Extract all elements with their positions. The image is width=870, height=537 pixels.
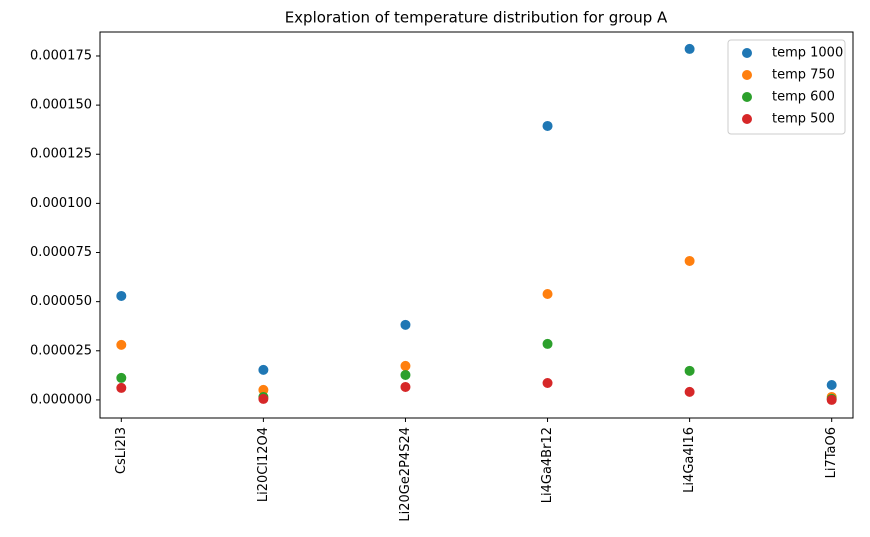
point <box>116 339 127 350</box>
point <box>400 381 411 392</box>
y-tick-label: 0.000000 <box>30 392 92 407</box>
legend-box <box>727 39 846 135</box>
point <box>684 365 695 376</box>
y-tick-label: 0.000175 <box>30 48 92 63</box>
x-tick-label: Li4Ga4Br12 <box>540 427 555 503</box>
point <box>542 338 553 349</box>
legend-label: temp 600 <box>772 90 835 105</box>
y-tick-label: 0.000150 <box>30 98 92 113</box>
axes-frame <box>99 31 854 419</box>
point <box>542 288 553 299</box>
point <box>542 120 553 131</box>
point <box>116 372 127 383</box>
legend-label: temp 750 <box>772 68 835 83</box>
point <box>684 43 695 54</box>
legend-label: temp 500 <box>772 112 835 127</box>
point <box>400 369 411 380</box>
y-tick-label: 0.000100 <box>30 196 92 211</box>
point <box>684 255 695 266</box>
legend-label: temp 1000 <box>772 46 843 61</box>
point <box>116 290 127 301</box>
y-tick-label: 0.000025 <box>30 343 92 358</box>
x-tick-label: CsLi2I3 <box>114 427 129 474</box>
legend-marker <box>742 92 752 102</box>
point <box>258 393 269 404</box>
legend-marker <box>742 70 752 80</box>
point <box>400 360 411 371</box>
point <box>258 384 269 395</box>
y-tick-label: 0.000050 <box>30 294 92 309</box>
point <box>116 382 127 393</box>
y-tick-label: 0.000075 <box>30 245 92 260</box>
point <box>826 394 837 405</box>
point <box>258 364 269 375</box>
chart-title: Exploration of temperature distribution … <box>285 9 668 27</box>
x-tick-label: Li7TaO6 <box>824 427 839 478</box>
point <box>684 386 695 397</box>
x-tick-label: Li20Cl12O4 <box>256 427 271 502</box>
y-tick-label: 0.000125 <box>30 147 92 162</box>
legend-marker <box>742 114 752 124</box>
x-tick-label: Li4Ga4I16 <box>682 427 697 493</box>
legend-marker <box>742 48 752 58</box>
point <box>542 378 553 389</box>
point <box>826 379 837 390</box>
point <box>400 319 411 330</box>
x-tick-label: Li20Ge2P4S24 <box>398 427 413 522</box>
